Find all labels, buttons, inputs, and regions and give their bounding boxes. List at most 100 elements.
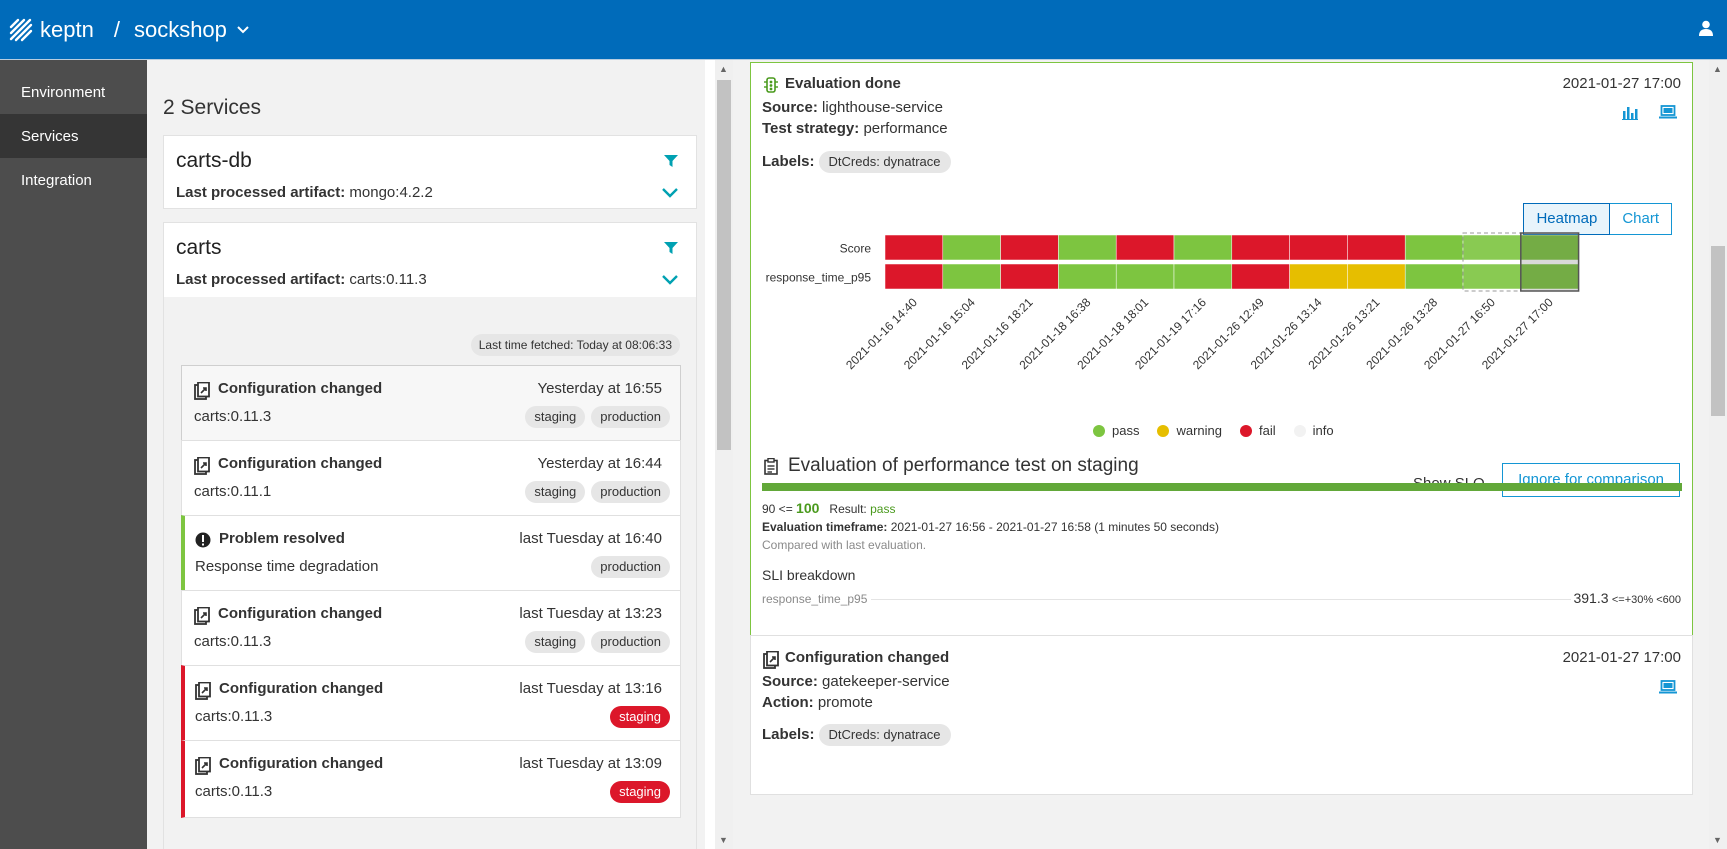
scroll-up-icon[interactable]: ▲ — [719, 64, 728, 74]
scrollbar-thumb[interactable] — [1711, 246, 1725, 416]
legend-label: pass — [1112, 423, 1140, 438]
stage-tag-production[interactable]: production — [591, 556, 670, 578]
scroll-down-icon[interactable]: ▼ — [719, 835, 728, 845]
sidebar-item-environment[interactable]: Environment — [0, 70, 147, 114]
heatmap-legend: pass warning fail info — [1093, 423, 1334, 438]
page-scrollbar[interactable]: ▲ ▼ — [1709, 60, 1727, 849]
evaluation-source: Source: lighthouse-service — [762, 99, 943, 116]
heatmap-cell[interactable] — [1000, 234, 1059, 261]
service-card-header — [164, 223, 696, 297]
sidebar-item-integration[interactable]: Integration — [0, 158, 147, 202]
events-scrollbar[interactable]: ▲ ▼ — [715, 60, 733, 849]
heatmap-cell[interactable] — [1462, 234, 1522, 261]
heatmap-cell[interactable] — [1520, 263, 1579, 290]
heatmap-cell[interactable] — [1462, 263, 1522, 290]
legend-item-pass[interactable]: pass — [1093, 423, 1139, 438]
heatmap-cell[interactable] — [1520, 234, 1579, 261]
scroll-up-icon[interactable]: ▲ — [1713, 64, 1722, 74]
stage-tag-staging[interactable]: staging — [525, 406, 586, 428]
heatmap-cell[interactable] — [1115, 263, 1175, 290]
chevron-down-icon[interactable] — [237, 25, 249, 34]
heatmap-cell[interactable] — [942, 234, 1001, 261]
heatmap-cell[interactable] — [1231, 234, 1290, 261]
sidebar-item-services[interactable]: Services — [0, 114, 147, 158]
service-artifact: Last processed artifact: carts:0.11.3 — [176, 271, 427, 288]
stage-tag-production[interactable]: production — [591, 631, 670, 653]
heatmap-cell[interactable] — [884, 234, 944, 261]
heatmap-cell[interactable] — [1058, 263, 1117, 290]
heatmap-cell[interactable] — [1173, 234, 1233, 261]
legend-item-fail[interactable]: fail — [1240, 423, 1276, 438]
event-title: Configuration changed — [219, 680, 384, 697]
heatmap-cell[interactable] — [1173, 263, 1233, 290]
scrollbar-thumb[interactable] — [717, 80, 731, 450]
event-time: last Tuesday at 13:16 — [519, 680, 662, 697]
result-value: pass — [870, 502, 896, 516]
event-details-panel: Evaluation done 2021-01-27 17:00 Source:… — [733, 60, 1709, 849]
bar-chart-icon[interactable] — [1622, 105, 1638, 120]
stage-tag-staging[interactable]: staging — [610, 706, 670, 728]
project-selector[interactable]: sockshop — [133, 16, 227, 42]
result-label: Result: — [829, 502, 867, 516]
timeframe-label: Evaluation timeframe: — [762, 520, 888, 534]
event-subtitle: Response time degradation — [195, 558, 379, 575]
service-card-carts-db[interactable]: carts-db Last processed artifact: mongo:… — [163, 135, 697, 209]
config-event-title: Configuration changed — [785, 649, 950, 666]
scroll-down-icon[interactable]: ▼ — [1713, 835, 1722, 845]
evaluation-icon — [764, 77, 778, 93]
artifact-label: Last processed artifact: — [176, 184, 346, 201]
heatmap-cell[interactable] — [1231, 263, 1290, 290]
event-card[interactable]: Configuration changed Yesterday at 16:55… — [181, 365, 681, 443]
heatmap-cell[interactable] — [884, 263, 944, 290]
heatmap-cell[interactable] — [1404, 263, 1464, 290]
laptop-icon[interactable] — [1659, 680, 1677, 694]
laptop-icon[interactable] — [1659, 105, 1677, 119]
event-card[interactable]: Configuration changed Yesterday at 16:44… — [181, 440, 681, 518]
legend-label: warning — [1176, 423, 1222, 438]
view-toggle: Heatmap Chart — [1523, 203, 1672, 235]
heatmap-cell[interactable] — [1058, 234, 1117, 261]
event-subtitle: carts:0.11.3 — [194, 633, 272, 650]
stage-tag-production[interactable]: production — [591, 481, 670, 503]
filter-icon[interactable] — [664, 154, 678, 168]
legend-fail-dot — [1240, 424, 1252, 437]
event-card[interactable]: Problem resolved last Tuesday at 16:40 R… — [181, 515, 681, 593]
chart-toggle-button[interactable]: Chart — [1610, 203, 1672, 235]
legend-item-warning[interactable]: warning — [1157, 423, 1222, 438]
last-fetched-badge: Last time fetched: Today at 08:06:33 — [470, 334, 680, 356]
event-card[interactable]: Configuration changed last Tuesday at 13… — [181, 590, 681, 668]
heatmap-cell[interactable] — [1347, 234, 1406, 261]
heatmap-cell[interactable] — [942, 263, 1001, 290]
event-card[interactable]: Configuration changed last Tuesday at 13… — [181, 740, 681, 818]
config-changed-icon — [194, 607, 210, 625]
sli-name[interactable]: response_time_p95 — [762, 592, 868, 606]
stage-tag-staging[interactable]: staging — [525, 481, 586, 503]
keptn-logo[interactable]: keptn — [8, 17, 94, 43]
legend-item-info[interactable]: info — [1293, 423, 1334, 438]
config-event-action: Action: promote — [762, 694, 873, 711]
heatmap-cell[interactable] — [1000, 263, 1059, 290]
heatmap-cell[interactable] — [1289, 263, 1348, 290]
user-icon[interactable] — [1699, 20, 1713, 36]
heatmap-cell[interactable] — [1404, 234, 1464, 261]
heatmap-cell[interactable] — [1347, 263, 1406, 290]
stage-tag-staging[interactable]: staging — [610, 781, 670, 803]
event-card[interactable]: Configuration changed last Tuesday at 13… — [181, 665, 681, 743]
labels-label: Labels: — [762, 153, 815, 170]
stage-tag-production[interactable]: production — [591, 406, 670, 428]
heatmap-cell[interactable] — [1289, 234, 1348, 261]
strategy-label: Test strategy: — [762, 120, 860, 137]
heatmap-cell[interactable] — [1115, 234, 1175, 261]
header-divider — [0, 59, 1727, 60]
artifact-value: mongo:4.2.2 — [349, 184, 433, 201]
chevron-down-icon[interactable] — [662, 275, 678, 285]
chevron-down-icon[interactable] — [662, 188, 678, 198]
stage-tag-staging[interactable]: staging — [525, 631, 586, 653]
sli-breakdown-title: SLI breakdown — [762, 567, 856, 583]
filter-icon[interactable] — [664, 241, 678, 255]
ignore-for-comparison-button[interactable]: Ignore for comparison — [1502, 463, 1680, 497]
heatmap-toggle-button[interactable]: Heatmap — [1523, 203, 1611, 235]
evaluation-time: 2021-01-27 17:00 — [1562, 75, 1681, 92]
event-time: Yesterday at 16:44 — [537, 455, 662, 472]
